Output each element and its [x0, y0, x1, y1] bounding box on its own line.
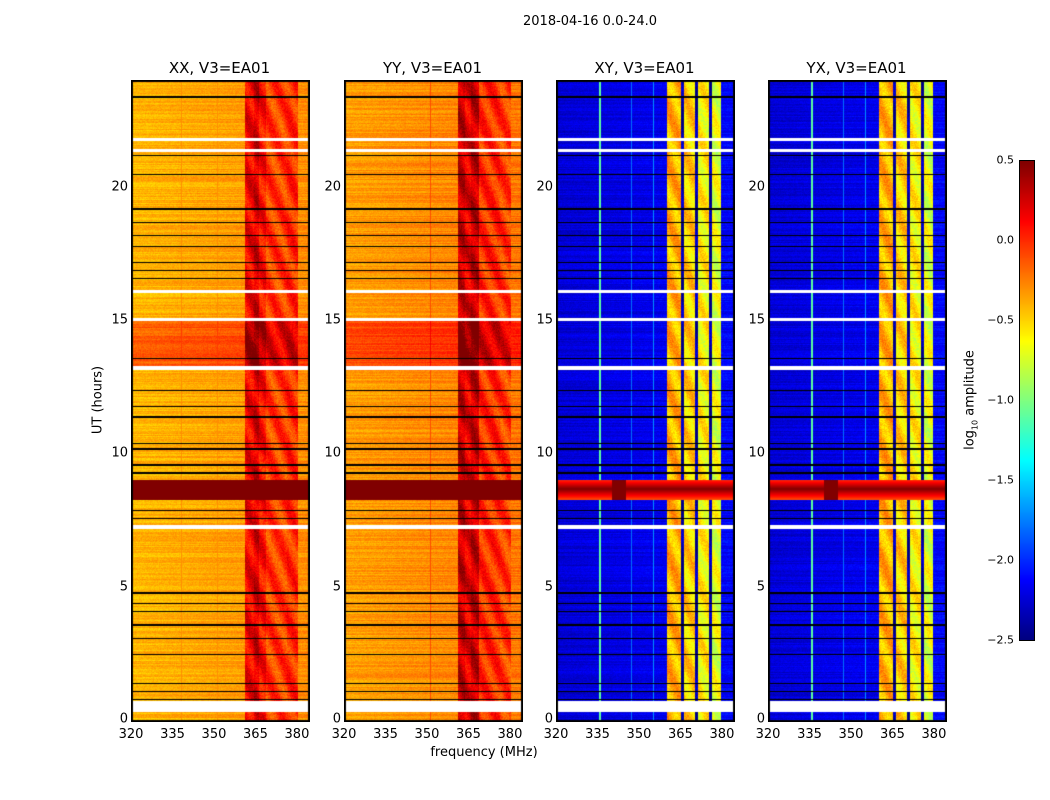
y-tick-label: 10: [324, 445, 341, 461]
y-tick-label: 15: [324, 312, 341, 328]
y-tick-label: 15: [748, 312, 765, 328]
heatmap-xy: [556, 80, 735, 722]
y-tick-label: 15: [111, 312, 128, 328]
colorbar: [1019, 160, 1035, 641]
colorbar-tick-label: 0.0: [996, 233, 1015, 247]
colorbar-tick-label: 0.5: [996, 153, 1015, 167]
colorbar-label: log10 amplitude: [962, 350, 980, 450]
figure-title: 2018-04-16 0.0-24.0: [523, 14, 657, 29]
y-tick-label: 5: [544, 579, 553, 595]
x-tick-label: 365: [243, 727, 268, 742]
x-tick-label: 335: [160, 727, 185, 742]
y-axis-label: UT (hours): [90, 365, 106, 435]
x-tick-label: 380: [497, 727, 523, 742]
y-tick-label: 0: [756, 711, 765, 727]
x-tick-label: 335: [373, 727, 398, 742]
panel-title: YY, V3=EA01: [382, 59, 483, 77]
heatmap-yx: [768, 80, 947, 722]
y-tick-label: 0: [544, 711, 553, 727]
panel-title: YX, V3=EA01: [806, 59, 907, 77]
y-tick-label: 20: [536, 179, 553, 195]
heatmap-yy: [344, 80, 523, 722]
x-tick-label: 320: [755, 727, 781, 742]
y-tick-label: 5: [119, 579, 128, 595]
x-tick-label: 335: [797, 727, 822, 742]
y-tick-label: 20: [324, 179, 341, 195]
x-tick-label: 350: [838, 727, 864, 742]
y-tick-label: 5: [756, 579, 765, 595]
y-tick-label: 20: [748, 179, 765, 195]
x-tick-label: 350: [626, 727, 652, 742]
x-tick-label: 380: [709, 727, 735, 742]
y-tick-label: 20: [111, 179, 128, 195]
x-tick-label: 380: [921, 727, 947, 742]
colorbar-tick-label: −1.0: [987, 393, 1014, 407]
y-tick-label: 15: [536, 312, 553, 328]
panel-title: XX, V3=EA01: [168, 59, 271, 77]
x-tick-label: 320: [331, 727, 357, 742]
y-tick-label: 0: [119, 711, 128, 727]
colorbar-tick-label: −2.0: [987, 553, 1014, 567]
panel-title: XY, V3=EA01: [594, 59, 695, 77]
y-tick-label: 10: [111, 445, 128, 461]
x-tick-label: 365: [456, 727, 481, 742]
x-tick-label: 380: [284, 727, 310, 742]
y-tick-label: 10: [748, 445, 765, 461]
x-tick-label: 320: [118, 727, 144, 742]
colorbar-tick-label: −2.5: [987, 633, 1014, 647]
x-tick-label: 320: [543, 727, 569, 742]
x-axis-label: frequency (MHz): [430, 745, 538, 760]
y-tick-label: 5: [332, 579, 341, 595]
y-tick-label: 0: [332, 711, 341, 727]
colorbar-tick-label: −1.5: [987, 473, 1014, 487]
x-tick-label: 365: [880, 727, 905, 742]
x-tick-label: 365: [668, 727, 693, 742]
x-tick-label: 350: [201, 727, 227, 742]
heatmap-xx: [131, 80, 310, 722]
y-tick-label: 10: [536, 445, 553, 461]
x-tick-label: 335: [585, 727, 610, 742]
colorbar-tick-label: −0.5: [987, 313, 1014, 327]
x-tick-label: 350: [414, 727, 440, 742]
